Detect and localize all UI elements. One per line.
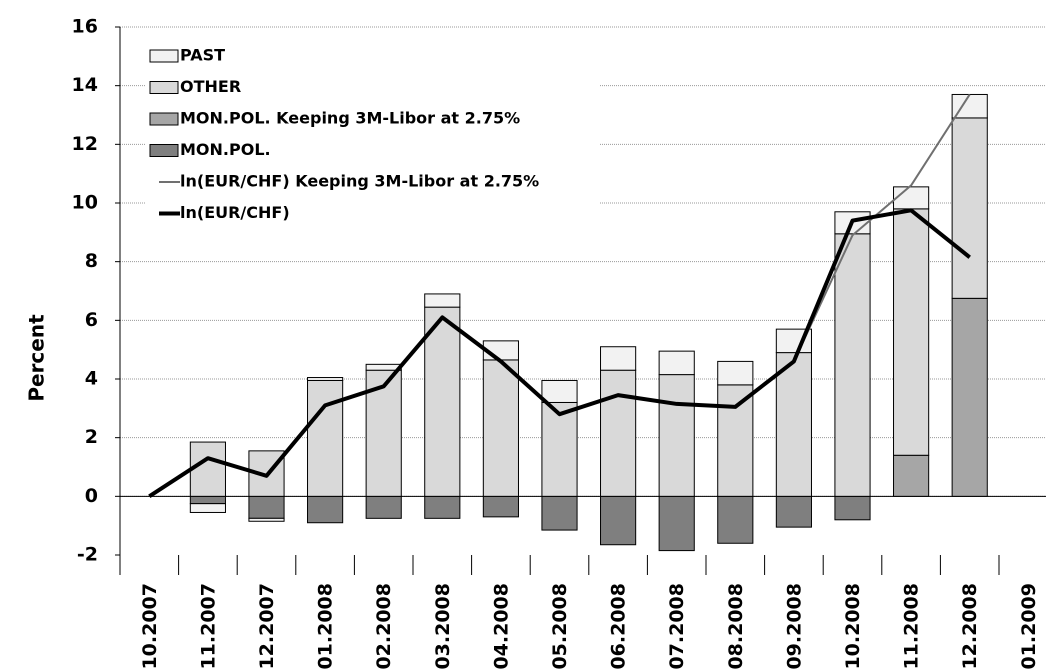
x-tick-label: 09.2008 bbox=[783, 583, 805, 669]
bar bbox=[482, 495, 519, 518]
bar bbox=[189, 441, 226, 497]
bar bbox=[775, 352, 812, 497]
y-tick-label: 16 bbox=[72, 16, 98, 38]
bar bbox=[600, 346, 637, 371]
legend-swatch bbox=[149, 81, 179, 94]
bar bbox=[424, 495, 461, 519]
bar bbox=[775, 495, 812, 528]
bar bbox=[189, 503, 226, 513]
bar bbox=[307, 377, 344, 381]
legend-swatch bbox=[149, 144, 179, 157]
bar bbox=[482, 359, 519, 497]
line bbox=[148, 208, 971, 499]
bar bbox=[658, 350, 695, 376]
y-tick-label: 2 bbox=[85, 426, 98, 448]
bar bbox=[307, 495, 344, 524]
bar bbox=[189, 495, 226, 505]
bar bbox=[424, 293, 461, 308]
x-tick-label: 03.2008 bbox=[432, 583, 454, 669]
y-tick-label: 4 bbox=[85, 368, 98, 390]
bar bbox=[365, 495, 402, 519]
legend-box bbox=[145, 38, 600, 250]
bar bbox=[717, 360, 754, 386]
legend-label: MON.POL. bbox=[180, 140, 271, 159]
x-tick-label: 08.2008 bbox=[725, 583, 747, 669]
bar bbox=[951, 117, 988, 299]
bar bbox=[248, 495, 285, 519]
y-tick-label: 14 bbox=[72, 74, 98, 96]
legend-label: PAST bbox=[180, 46, 225, 65]
legend-label: ln(EUR/CHF) Keeping 3M-Libor at 2.75% bbox=[180, 172, 539, 191]
x-tick-label: 07.2008 bbox=[666, 583, 688, 669]
bar bbox=[775, 328, 812, 354]
legend-label: ln(EUR/CHF) bbox=[180, 203, 290, 222]
x-tick-label: 11.2007 bbox=[197, 583, 219, 669]
y-tick-label: 0 bbox=[85, 485, 98, 507]
legend-swatch bbox=[149, 49, 179, 63]
x-tick-label: 01.2008 bbox=[315, 583, 337, 669]
y-tick-label: -2 bbox=[77, 544, 98, 566]
bar bbox=[834, 233, 871, 497]
bar bbox=[307, 379, 344, 497]
y-axis-label: Percent bbox=[25, 314, 49, 402]
bar bbox=[541, 401, 578, 497]
bar bbox=[424, 306, 461, 497]
bar bbox=[541, 495, 578, 531]
bar bbox=[717, 495, 754, 544]
x-tick-label: 11.2008 bbox=[901, 583, 923, 669]
bar bbox=[541, 379, 578, 403]
bar bbox=[658, 374, 695, 497]
y-tick-label: 12 bbox=[72, 133, 98, 155]
bar bbox=[893, 186, 930, 210]
x-tick-label: 12.2007 bbox=[256, 583, 278, 669]
bar bbox=[248, 517, 285, 522]
bar bbox=[600, 369, 637, 497]
bar bbox=[717, 384, 754, 497]
x-tick-label: 06.2008 bbox=[608, 583, 630, 669]
x-tick-label: 12.2008 bbox=[959, 583, 981, 669]
line bbox=[792, 93, 971, 362]
legend-label: MON.POL. Keeping 3M-Libor at 2.75% bbox=[180, 109, 520, 128]
legend-swatch bbox=[149, 112, 179, 126]
bar bbox=[893, 208, 930, 456]
bar bbox=[893, 454, 930, 497]
x-tick-label: 10.2008 bbox=[842, 583, 864, 669]
x-tick-label: 05.2008 bbox=[549, 583, 571, 669]
x-tick-label: 04.2008 bbox=[490, 583, 512, 669]
bar bbox=[834, 495, 871, 521]
bar bbox=[658, 495, 695, 552]
x-tick-label: 02.2008 bbox=[373, 583, 395, 669]
bar bbox=[600, 495, 637, 546]
legend-label: OTHER bbox=[180, 77, 241, 96]
y-tick-label: 6 bbox=[85, 309, 98, 331]
x-tick-label: 10.2007 bbox=[139, 583, 161, 669]
bar bbox=[951, 297, 988, 497]
y-tick-label: 8 bbox=[85, 250, 98, 272]
y-tick-label: 10 bbox=[72, 192, 98, 214]
x-tick-label: 01.2009 bbox=[1018, 583, 1040, 669]
